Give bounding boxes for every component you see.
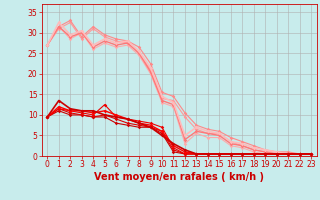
X-axis label: Vent moyen/en rafales ( km/h ): Vent moyen/en rafales ( km/h ) [94, 172, 264, 182]
